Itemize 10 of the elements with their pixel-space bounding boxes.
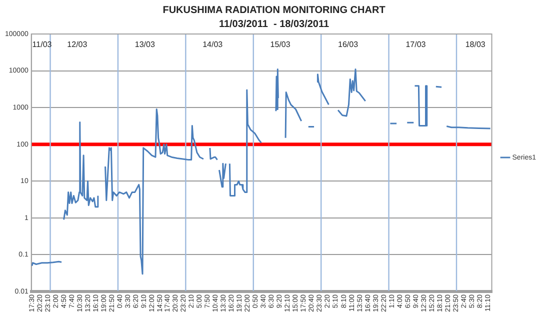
annotation: 18/03 xyxy=(465,40,486,50)
annotation: 17/03 xyxy=(406,40,426,50)
chart-subtitle: 11/03/2011 - 18/03/2011 xyxy=(218,18,330,30)
annotation: 11/03 xyxy=(32,40,52,50)
annotation: 14/03 xyxy=(202,40,224,50)
annotation: 12/03 xyxy=(67,40,88,50)
annotation: 16/03 xyxy=(338,40,359,50)
annotation: 15/03 xyxy=(270,40,291,50)
annotation: 13/03 xyxy=(134,40,156,50)
chart-title: FUKUSHIMA RADIATION MONITORING CHART xyxy=(162,4,386,16)
